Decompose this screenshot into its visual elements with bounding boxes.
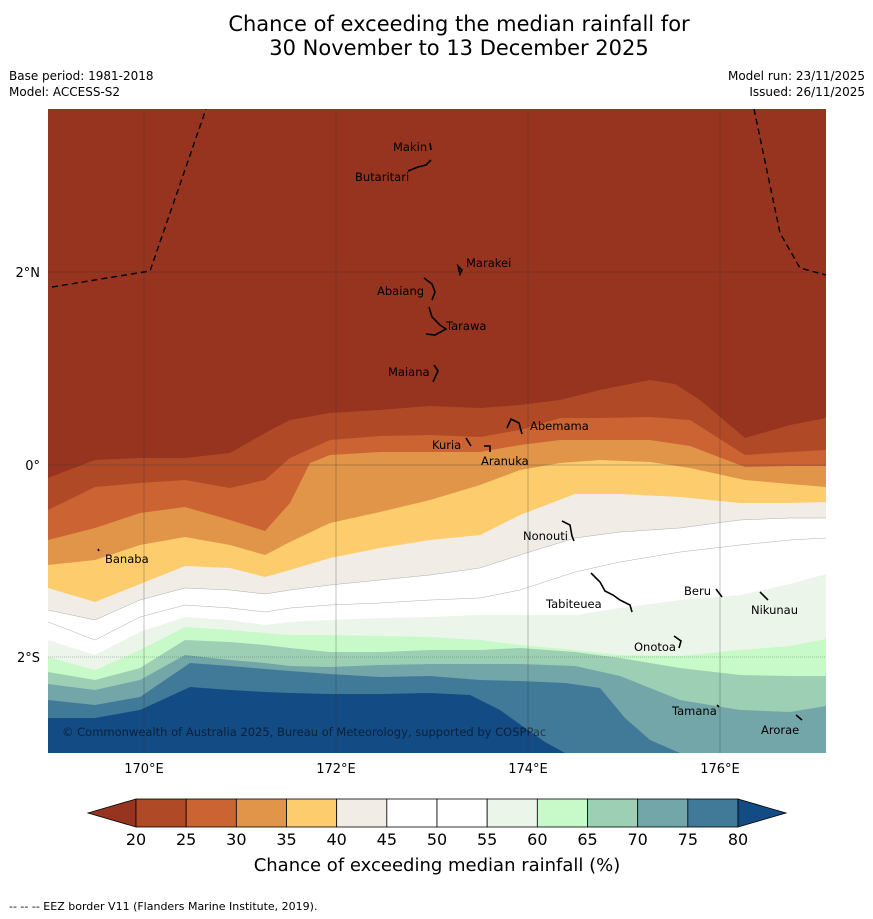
colorbar-tick: 70	[627, 830, 647, 849]
copyright-text: © Commonwealth of Australia 2025, Bureau…	[62, 725, 546, 739]
lat-label-2s: 2°S	[17, 651, 40, 666]
issued-date: Issued: 26/11/2025	[749, 85, 865, 99]
colorbar-bin-60-65	[536, 798, 588, 828]
contour-45	[48, 517, 826, 621]
axis-labels: 2°N 0° 2°S 170°E 172°E 174°E 176°E	[16, 266, 740, 777]
label-beru: Beru	[684, 584, 711, 598]
band-above-80	[48, 687, 565, 753]
island-makin	[429, 142, 432, 151]
label-marakei: Marakei	[466, 256, 511, 270]
lon-label-174e: 174°E	[508, 762, 548, 777]
gridlines	[48, 109, 826, 753]
label-arorae: Arorae	[761, 723, 799, 737]
base-period: Base period: 1981-2018	[9, 69, 154, 83]
colorbar-bin-25-30	[185, 798, 237, 828]
colorbar-bin-35-40	[286, 798, 338, 828]
colorbar-tick: 75	[678, 830, 698, 849]
colorbar-bin-55-60	[486, 798, 538, 828]
lat-label-0: 0°	[25, 459, 40, 474]
label-nonouti: Nonouti	[523, 529, 568, 543]
island-abemama	[506, 417, 523, 435]
meta-left: Base period: 1981-2018 Model: ACCESS-S2	[9, 68, 154, 100]
island-onotoa	[673, 635, 682, 649]
colorbar-tick: 80	[728, 830, 748, 849]
colorbar-bin-75-80	[687, 798, 739, 828]
colorbar-bin-65-70	[587, 798, 639, 828]
colorbar-tick: 60	[527, 830, 547, 849]
eez-border-east	[753, 109, 826, 276]
label-butaritari: Butaritari	[355, 170, 409, 184]
lon-label-176e: 176°E	[700, 762, 740, 777]
eez-footnote: -- -- -- EEZ border V11 (Flanders Marine…	[9, 900, 318, 913]
label-kuria: Kuria	[432, 438, 461, 452]
island-nikunau	[759, 591, 769, 601]
colorbar-bin-20-25	[135, 798, 187, 828]
islands	[97, 142, 803, 721]
island-arorae	[795, 714, 803, 721]
title-line-1: Chance of exceeding the median rainfall …	[228, 12, 690, 36]
island-aranuka	[484, 445, 491, 452]
contour-50	[48, 537, 826, 641]
colorbar-bin-30-35	[235, 798, 287, 828]
island-marakei	[456, 263, 463, 277]
model-run-date: Model run: 23/11/2025	[727, 69, 865, 83]
colorbar-extend-high	[737, 798, 788, 828]
island-tarawa	[425, 306, 448, 336]
island-butaritari	[407, 159, 432, 172]
colorbar-bin-50-55	[436, 798, 488, 828]
label-banaba: Banaba	[105, 552, 149, 566]
island-kuria	[465, 437, 472, 447]
colorbar-tick: 65	[577, 830, 597, 849]
colorbar-tick: 55	[477, 830, 497, 849]
colorbar-bin-45-50	[386, 798, 438, 828]
label-aranuka: Aranuka	[481, 454, 529, 468]
island-maiana	[432, 364, 439, 383]
label-abaiang: Abaiang	[377, 284, 424, 298]
colorbar-tick: 40	[326, 830, 346, 849]
lon-label-170e: 170°E	[124, 762, 164, 777]
island-nonouti	[561, 520, 575, 542]
meta-right: Model run: 23/11/2025 Issued: 26/11/2025	[728, 68, 865, 100]
lon-label-172e: 172°E	[316, 762, 356, 777]
label-tabiteuea: Tabiteuea	[545, 597, 602, 611]
colorbar-label: Chance of exceeding median rainfall (%)	[254, 855, 621, 876]
island-banaba	[97, 548, 100, 552]
colorbar-tick: 35	[276, 830, 296, 849]
place-labels: Makin Butaritari Marakei Abaiang Tarawa …	[105, 140, 799, 737]
colorbar-tick: 45	[377, 830, 397, 849]
chart-title: Chance of exceeding the median rainfall …	[0, 12, 873, 60]
colorbar-tick: 25	[176, 830, 196, 849]
colorbar-tick: 50	[427, 830, 447, 849]
model-name: Model: ACCESS-S2	[9, 85, 121, 99]
island-tamana	[716, 704, 720, 708]
contour-lines	[48, 517, 826, 641]
island-beru	[715, 588, 723, 598]
label-maiana: Maiana	[388, 365, 430, 379]
label-nikunau: Nikunau	[751, 603, 798, 617]
colorbar-tick: 30	[226, 830, 246, 849]
eez-border-west	[51, 109, 207, 288]
lat-label-2n: 2°N	[16, 266, 41, 281]
colorbar-extend-low	[86, 798, 137, 828]
island-tabiteuea	[590, 572, 633, 613]
island-abaiang	[423, 277, 436, 301]
colorbar-bin-40-45	[336, 798, 388, 828]
title-line-2: 30 November to 13 December 2025	[269, 36, 649, 60]
label-abemama: Abemama	[530, 419, 589, 433]
label-onotoa: Onotoa	[634, 640, 676, 654]
label-tamana: Tamana	[671, 704, 717, 718]
colorbar-tick: 20	[126, 830, 146, 849]
colorbar-ticks: 20 25 30 35 40 45 50 55 60 65 70 75 80	[126, 830, 748, 849]
label-makin: Makin	[393, 140, 427, 154]
eez-borders	[51, 109, 826, 288]
colorbar-bin-70-75	[637, 798, 689, 828]
contour-bands	[48, 109, 826, 753]
label-tarawa: Tarawa	[445, 319, 486, 333]
colorbar	[86, 798, 788, 828]
